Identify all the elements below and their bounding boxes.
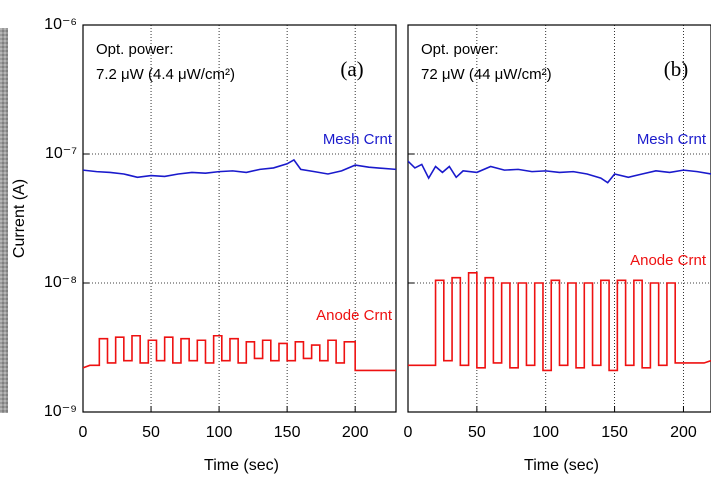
annotation: Opt. power: [421, 41, 499, 58]
plot-frame [407, 24, 711, 413]
x-tick-label: 200 [342, 424, 369, 441]
series-label: Anode Crnt [316, 307, 393, 324]
panel-label: (b) [664, 57, 689, 81]
y-axis-title: Current (A) [11, 179, 28, 258]
x-tick-label: 150 [601, 424, 628, 441]
neighbor-image-strip [0, 28, 8, 413]
x-axis-title: Time (sec) [204, 457, 279, 474]
x-tick-label: 50 [468, 424, 486, 441]
x-tick-label: 150 [274, 424, 301, 441]
x-axis-title: Time (sec) [524, 457, 599, 474]
plot-frame [82, 24, 397, 413]
x-tick-label: 100 [532, 424, 559, 441]
x-tick-label: 0 [79, 424, 88, 441]
series-label: Mesh Crnt [323, 131, 393, 148]
y-tick-label: 10⁻⁸ [44, 274, 77, 291]
y-tick-label: 10⁻⁶ [44, 16, 77, 33]
series-line [83, 158, 396, 179]
annotation: Opt. power: [96, 41, 174, 58]
series-line [83, 334, 396, 372]
panel-label: (a) [340, 57, 363, 81]
series-label: Mesh Crnt [637, 131, 707, 148]
x-tick-label: 0 [404, 424, 413, 441]
annotation: 72 μW (44 μW/cm²) [421, 66, 552, 83]
x-tick-label: 100 [206, 424, 233, 441]
y-tick-label: 10⁻⁹ [44, 403, 77, 420]
series-line [408, 271, 711, 372]
series-label: Anode Crnt [630, 252, 707, 269]
series-line [408, 160, 711, 184]
annotation: 7.2 μW (4.4 μW/cm²) [96, 66, 235, 83]
y-tick-label: 10⁻⁷ [45, 145, 77, 162]
x-tick-label: 200 [670, 424, 697, 441]
x-tick-label: 50 [142, 424, 160, 441]
